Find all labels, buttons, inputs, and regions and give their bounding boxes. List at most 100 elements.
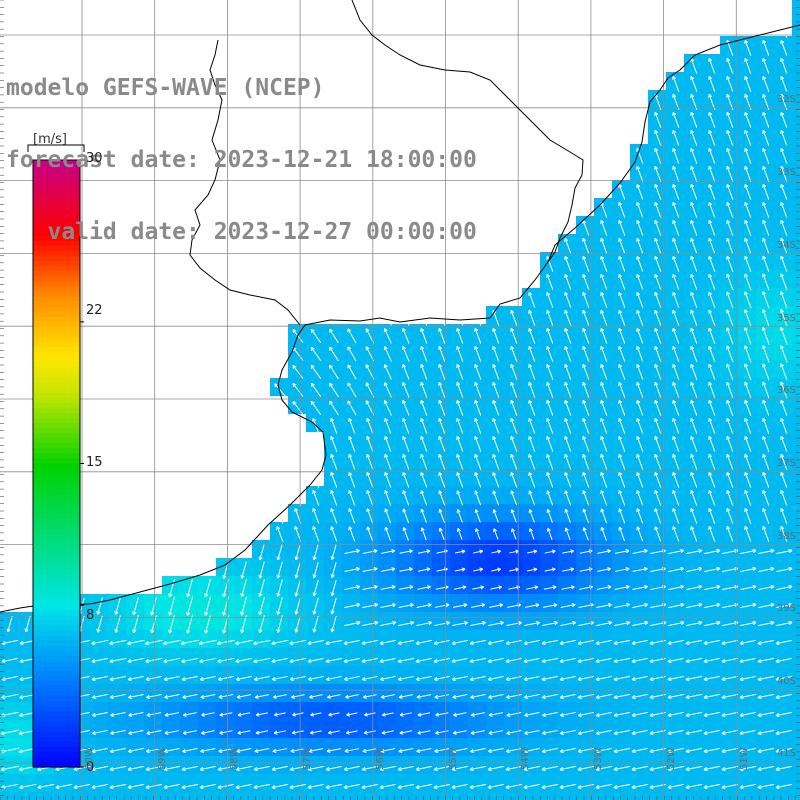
wind-speed-cell xyxy=(180,576,198,594)
wind-arrow xyxy=(582,273,590,290)
colorbar-unit: [m/s] xyxy=(33,132,67,147)
wind-speed-cell xyxy=(504,576,522,594)
wind-arrow xyxy=(523,693,540,700)
wind-speed-cell xyxy=(162,720,180,738)
wind-arrow xyxy=(312,544,319,561)
wind-speed-cell xyxy=(720,792,738,800)
wind-arrow xyxy=(597,567,611,572)
wind-speed-cell xyxy=(252,720,270,738)
wind-arrow xyxy=(345,730,358,735)
wind-arrow xyxy=(163,657,181,664)
wind-arrow xyxy=(438,399,446,416)
wind-speed-cell xyxy=(666,612,684,630)
wind-arrow xyxy=(779,345,788,363)
wind-arrow xyxy=(510,381,518,398)
wind-arrow xyxy=(726,399,734,416)
wind-arrow xyxy=(672,183,680,200)
wind-arrow xyxy=(435,730,449,735)
wind-arrow xyxy=(726,345,734,363)
wind-arrow xyxy=(182,712,197,717)
wind-arrow xyxy=(524,729,540,736)
colorbar-segment xyxy=(33,569,80,576)
colorbar-segment xyxy=(33,665,80,672)
wind-arrow xyxy=(757,711,775,718)
wind-arrow xyxy=(654,129,662,146)
wind-speed-cell xyxy=(792,198,800,216)
wind-speed-cell xyxy=(90,666,108,684)
wind-speed-cell xyxy=(702,594,720,612)
wind-arrow xyxy=(492,381,500,398)
wind-arrow xyxy=(690,111,698,128)
wind-speed-cell xyxy=(162,774,180,792)
wind-arrow xyxy=(346,712,358,717)
colorbar-segment xyxy=(33,741,80,748)
wind-speed-cell xyxy=(756,756,774,774)
wind-speed-cell xyxy=(342,648,360,666)
wind-arrow xyxy=(361,620,379,627)
wind-arrow xyxy=(667,729,685,736)
wind-arrow xyxy=(726,507,734,524)
wind-speed-cell xyxy=(306,792,324,800)
wind-arrow xyxy=(416,620,433,627)
wind-arrow xyxy=(438,453,446,470)
wind-arrow xyxy=(690,381,698,398)
wind-arrow xyxy=(236,694,252,699)
wind-arrow xyxy=(164,694,180,700)
wind-arrow xyxy=(631,675,649,682)
wind-speed-cell xyxy=(270,684,288,702)
wind-speed-cell xyxy=(144,666,162,684)
wind-arrow xyxy=(1,657,19,664)
wind-speed-cell xyxy=(612,720,630,738)
wind-speed-cell xyxy=(18,612,36,630)
wind-speed-cell xyxy=(324,756,342,774)
wind-arrow xyxy=(492,399,500,416)
wind-speed-cell xyxy=(558,540,576,558)
wind-speed-cell xyxy=(756,774,774,792)
wind-arrow xyxy=(361,657,379,664)
wind-arrow xyxy=(438,381,446,398)
wind-arrow xyxy=(780,57,788,74)
wind-arrow xyxy=(345,694,359,699)
wind-arrow xyxy=(636,345,644,362)
wind-arrow xyxy=(198,639,217,646)
wind-arrow xyxy=(618,363,626,380)
wind-arrow xyxy=(91,765,109,772)
wind-speed-cell xyxy=(198,630,216,648)
wind-arrow xyxy=(420,417,428,434)
wind-speed-cell xyxy=(792,702,800,720)
wind-speed-cell xyxy=(450,594,468,612)
wind-speed-cell xyxy=(144,612,162,630)
wind-speed-cell xyxy=(378,558,396,576)
wind-arrow xyxy=(672,435,680,452)
wind-arrow xyxy=(201,730,215,735)
wind-arrow xyxy=(582,345,590,362)
wind-speed-cell xyxy=(108,612,126,630)
wind-arrow xyxy=(402,417,410,434)
wind-arrow xyxy=(614,602,630,609)
wind-arrow xyxy=(600,417,608,434)
wind-speed-cell xyxy=(126,756,144,774)
lon-label: 58W xyxy=(229,747,240,770)
wind-speed-cell xyxy=(432,540,450,558)
wind-arrow xyxy=(780,147,788,164)
wind-speed-cell xyxy=(90,630,108,648)
wind-arrow xyxy=(416,603,432,608)
wind-arrow xyxy=(562,567,575,572)
wind-arrow xyxy=(510,345,518,362)
wind-speed-cell xyxy=(666,558,684,576)
wind-arrow xyxy=(708,255,716,272)
colorbar-segment xyxy=(33,453,80,460)
wind-speed-cell xyxy=(306,666,324,684)
wind-arrow xyxy=(726,255,734,273)
wind-speed-cell xyxy=(324,558,342,576)
wind-arrow xyxy=(636,363,644,380)
wind-arrow xyxy=(636,399,644,416)
colorbar-segment xyxy=(33,377,80,384)
wind-arrow xyxy=(236,748,252,753)
wind-arrow xyxy=(685,711,703,718)
wind-speed-cell xyxy=(396,666,414,684)
wind-arrow xyxy=(582,363,590,380)
wind-speed-cell xyxy=(792,126,800,144)
wind-speed-cell xyxy=(180,756,198,774)
wind-arrow xyxy=(600,345,608,362)
